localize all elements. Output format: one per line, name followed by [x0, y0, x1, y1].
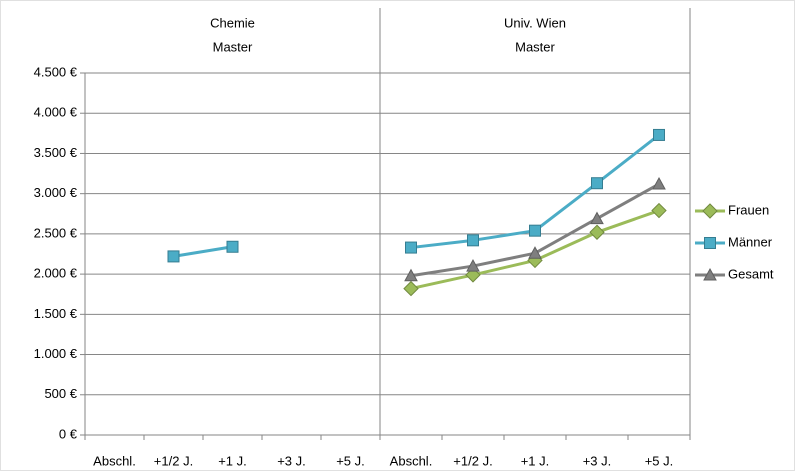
- legend-label: Gesamt: [728, 266, 774, 281]
- x-tick-label: +3 J.: [583, 453, 612, 468]
- x-tick-label: +5 J.: [645, 453, 674, 468]
- y-tick-label: 2.000 €: [34, 266, 78, 281]
- legend-marker: [702, 203, 718, 219]
- y-tick-label: 1.500 €: [34, 306, 78, 321]
- chart-title: Univ. Wien: [504, 15, 566, 30]
- marker: [652, 176, 666, 190]
- x-tick-label: +1 J.: [218, 453, 247, 468]
- y-tick-label: 2.500 €: [34, 225, 78, 240]
- marker: [651, 202, 667, 219]
- marker: [653, 128, 665, 141]
- x-tick-label: Abschl.: [93, 453, 136, 468]
- legend-label: Frauen: [728, 202, 769, 217]
- chart-title: Master: [515, 39, 555, 54]
- marker: [591, 177, 603, 190]
- y-tick-label: 3.000 €: [34, 185, 78, 200]
- chart-title: Chemie: [210, 15, 255, 30]
- marker: [590, 211, 604, 225]
- marker: [467, 234, 479, 247]
- x-tick-label: +5 J.: [336, 453, 365, 468]
- marker: [404, 268, 418, 282]
- marker: [226, 240, 239, 253]
- marker: [167, 250, 180, 263]
- marker: [466, 259, 480, 272]
- legend-label: Männer: [728, 234, 773, 249]
- marker: [405, 241, 417, 254]
- x-tick-label: +3 J.: [277, 453, 306, 468]
- legend-marker: [703, 267, 717, 281]
- marker: [589, 224, 605, 240]
- chart-title: Master: [213, 39, 253, 54]
- y-tick-label: 4.000 €: [34, 105, 78, 120]
- y-tick-label: 0 €: [59, 426, 78, 441]
- series-line: [173, 245, 233, 258]
- x-tick-label: +1/2 J.: [453, 453, 492, 468]
- marker: [528, 246, 542, 259]
- x-tick-label: Abschl.: [390, 453, 433, 468]
- y-tick-label: 4.500 €: [34, 64, 78, 79]
- legend-marker: [704, 237, 716, 249]
- marker: [529, 224, 541, 237]
- y-tick-label: 3.500 €: [34, 145, 78, 160]
- y-tick-label: 500 €: [44, 386, 77, 401]
- x-tick-label: +1/2 J.: [154, 453, 193, 468]
- x-tick-label: +1 J.: [521, 453, 550, 468]
- y-tick-label: 1.000 €: [34, 346, 78, 361]
- marker: [403, 280, 419, 297]
